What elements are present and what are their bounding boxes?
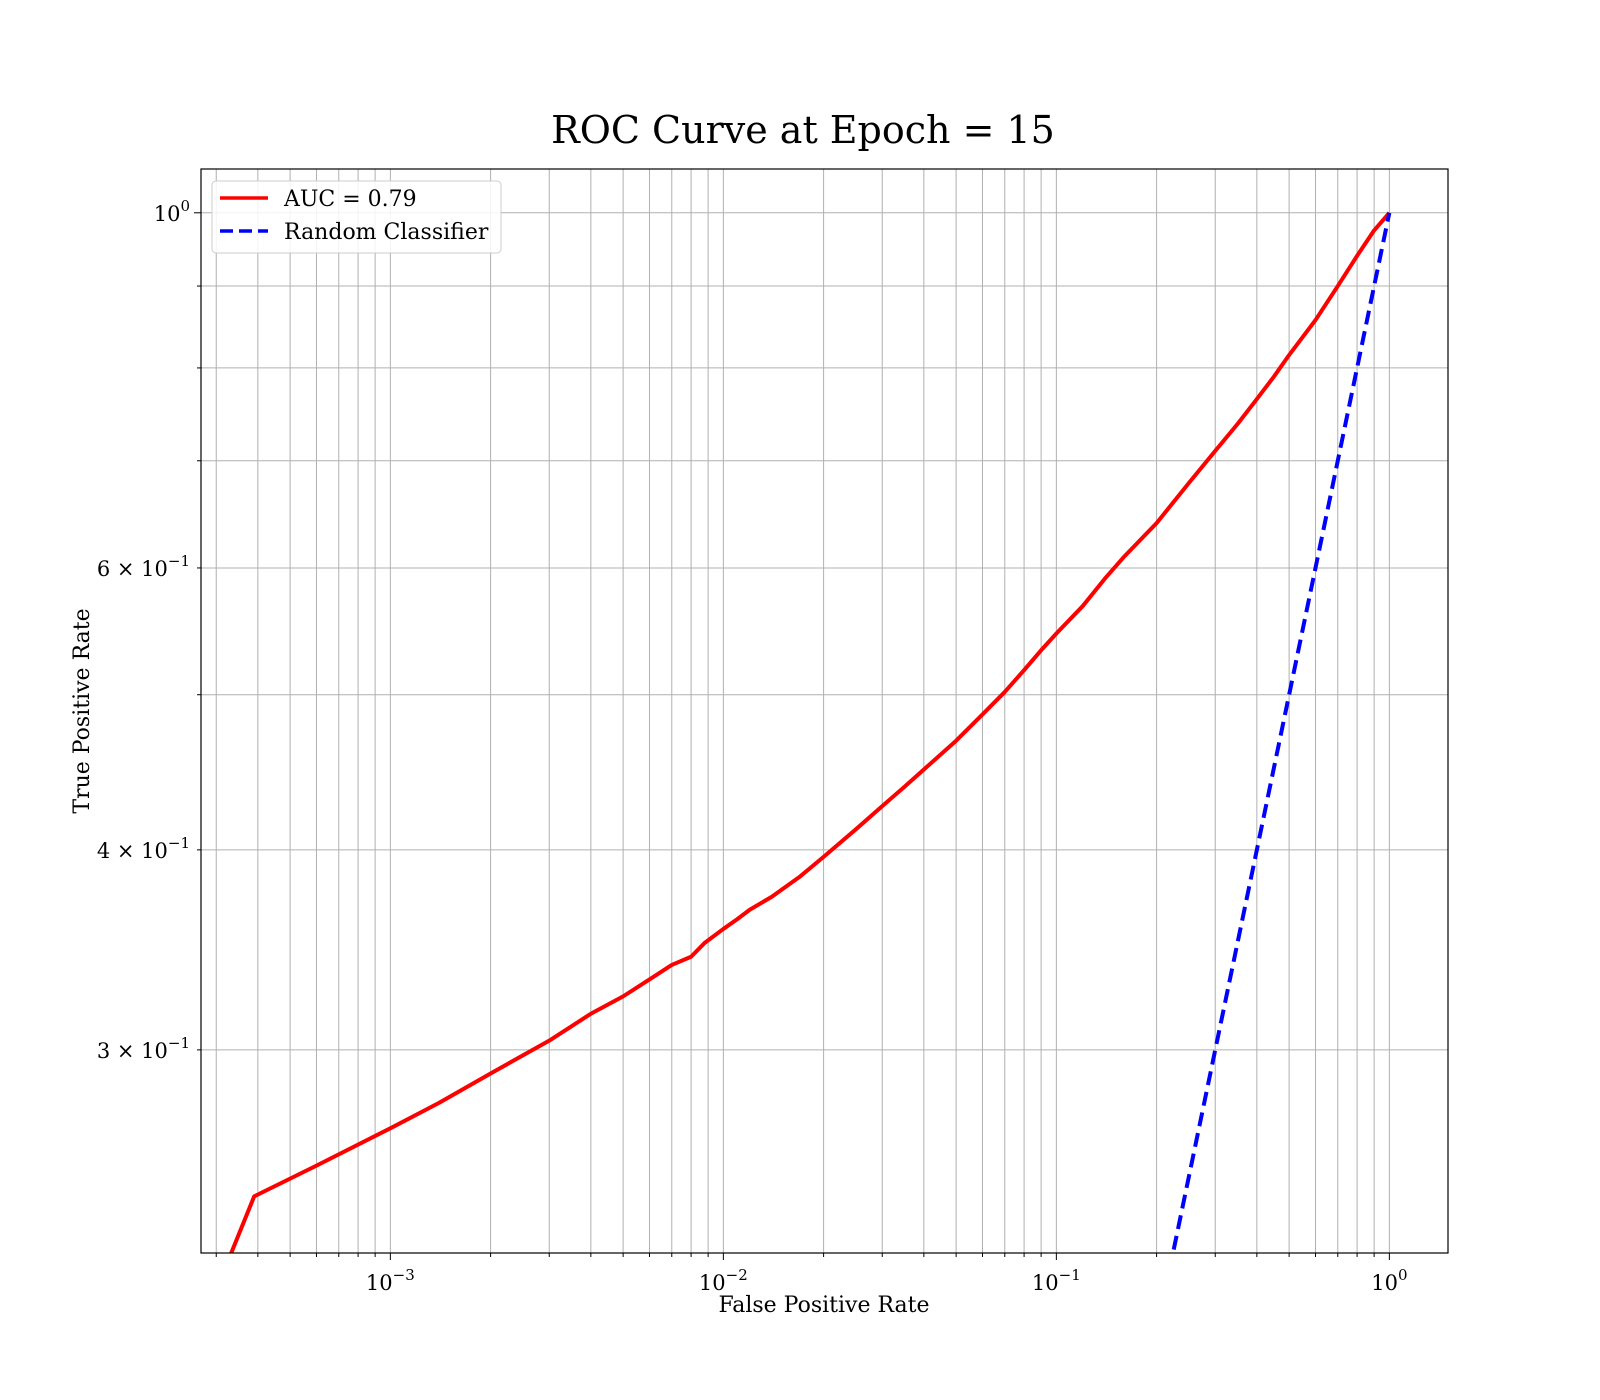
roc-curve-line [229,211,1391,1253]
ticks: 10−3 10−2 10−1 100 100 6 × 10−1 4 × 10−1 3 × 10… [97,197,1408,1295]
y-axis-label: True Positive Rate [70,608,95,813]
x-tick-label: 10−2 [699,1266,748,1295]
y-tick-label: 100 [154,197,190,226]
y-tick-label: 3 × 10−1 [97,1034,190,1063]
y-tick-label: 6 × 10−1 [97,552,190,581]
legend-box [211,180,502,254]
random-classifier-line [1170,212,1392,1253]
x-tick-label: 100 [1371,1266,1407,1295]
legend: AUC = 0.79 Random Classifier [211,180,502,254]
chart-title: ROC Curve at Epoch = 15 [551,108,1055,152]
x-tick-label: 10−1 [1032,1266,1081,1295]
grid [201,169,1448,1253]
legend-label-auc: AUC = 0.79 [283,187,417,212]
series-layer [229,211,1392,1253]
y-tick-label: 4 × 10−1 [97,834,190,863]
legend-label-random: Random Classifier [284,220,489,245]
x-tick-label: 10−3 [366,1266,415,1295]
x-axis-label: False Positive Rate [718,1293,929,1318]
plot-frame [200,168,1449,1254]
